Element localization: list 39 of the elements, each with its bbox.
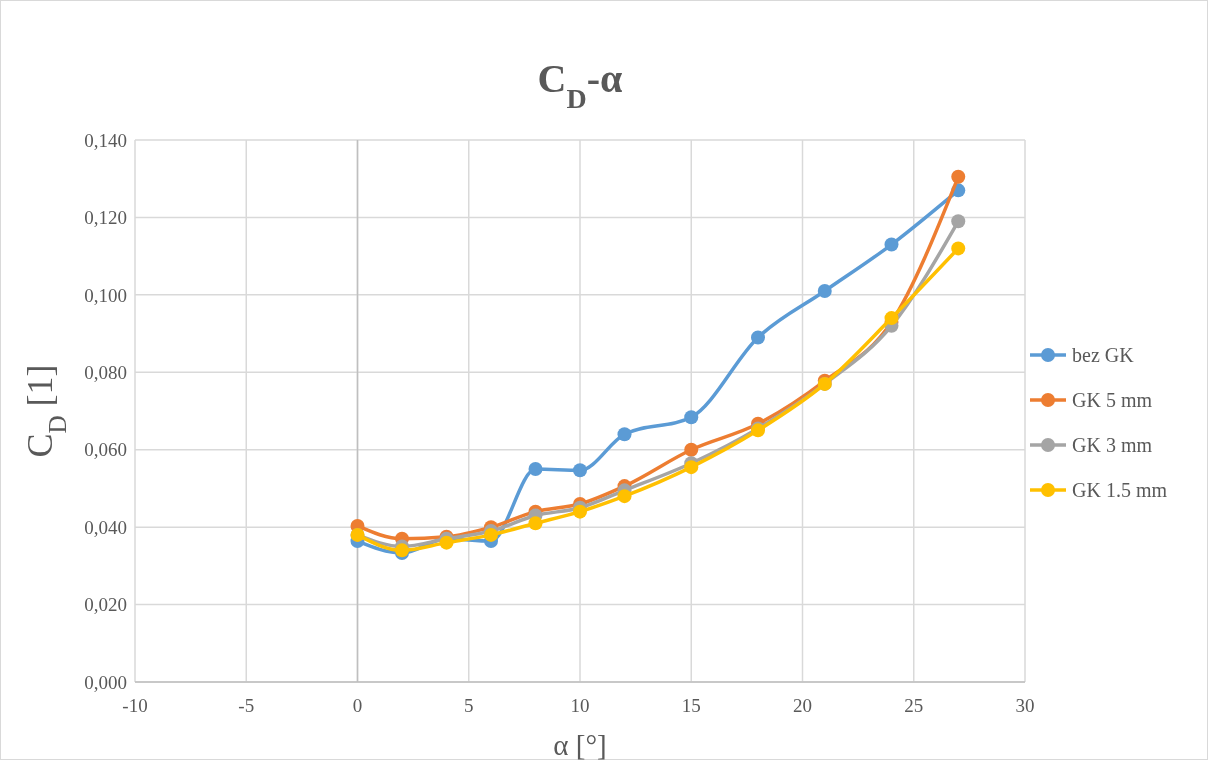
x-tick-label: 15 (681, 695, 701, 716)
x-tick-label: 0 (352, 695, 363, 716)
point (617, 427, 632, 442)
y-tick-label: 0,060 (84, 439, 127, 461)
point (573, 504, 587, 519)
x-tick-label: -10 (122, 695, 148, 716)
y-tick-label: 0,000 (84, 671, 127, 693)
y-tick-label: 0,040 (84, 516, 127, 538)
x-tick-label: 25 (904, 695, 924, 716)
point (884, 237, 899, 252)
x-tick-label: 10 (570, 695, 590, 716)
x-tick-label: 30 (1015, 695, 1035, 716)
point (528, 462, 543, 477)
point (684, 410, 699, 425)
point (573, 463, 587, 478)
point (951, 241, 966, 256)
point (528, 516, 543, 531)
point (751, 330, 765, 345)
point (439, 535, 454, 550)
x-tick-label: 5 (464, 695, 474, 716)
point (684, 460, 699, 475)
y-tick-label: 0,100 (84, 284, 127, 306)
chart-title: C$_{D}$-α (537, 56, 623, 114)
x-axis-title: α [°] (553, 729, 607, 760)
point (817, 283, 832, 298)
point (617, 489, 632, 504)
x-tick-label: -5 (238, 695, 255, 716)
legend-label: bez GK (1072, 344, 1135, 366)
x-tick-label: 20 (793, 695, 812, 716)
point (951, 214, 966, 229)
y-tick-label: 0,080 (84, 361, 127, 383)
point (951, 169, 966, 184)
legend-label: GK 5 mm (1072, 389, 1153, 411)
y-tick-label: 0,120 (84, 207, 127, 229)
y-tick-label: 0,020 (84, 594, 127, 616)
point (684, 442, 699, 457)
legend-label: GK 3 mm (1072, 434, 1153, 456)
legend-label: GK 1.5 mm (1072, 479, 1168, 501)
y-tick-label: 0,140 (84, 129, 127, 151)
